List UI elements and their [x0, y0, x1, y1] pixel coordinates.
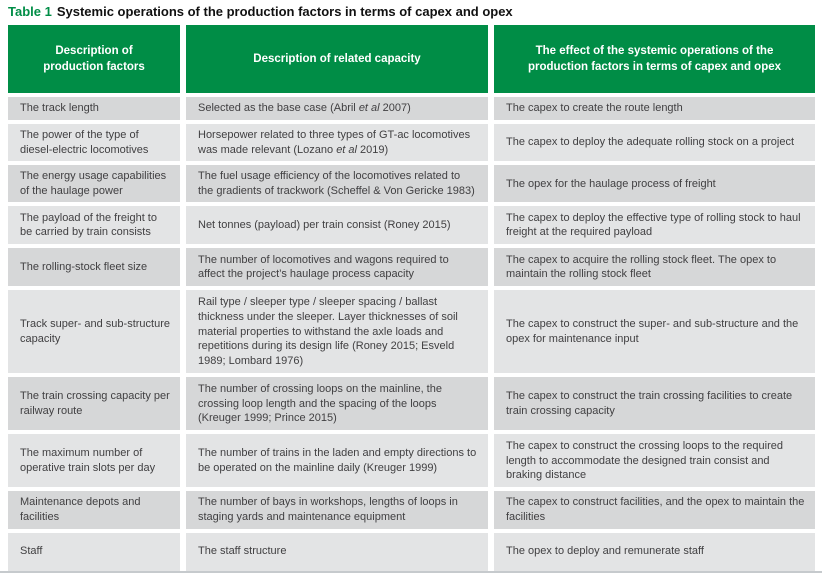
- cell-text: The capex to create the route length: [506, 102, 683, 115]
- cell-capacity-row-8: The number of trains in the laden and em…: [186, 434, 488, 488]
- cell-text: The capex to construct the train crossin…: [506, 390, 793, 417]
- cell-factor-row-4: The payload of the freight to be carried…: [8, 206, 180, 245]
- cell-text: Net tonnes (payload) per train consist (…: [198, 219, 451, 232]
- cell-effect-row-6: The capex to construct the super- and su…: [494, 290, 815, 374]
- cell-text: The number of crossing loops on the main…: [198, 383, 442, 425]
- cell-effect-row-3: The opex for the haulage process of frei…: [494, 165, 815, 203]
- cell-capacity-row-2: Horsepower related to three types of GT-…: [186, 123, 488, 162]
- cell-text: The number of trains in the laden and em…: [198, 447, 477, 474]
- cell-factor-row-10: Staff: [8, 532, 180, 571]
- table: Description of production factors Descri…: [8, 24, 815, 571]
- cell-text: The capex to construct the crossing loop…: [506, 440, 783, 482]
- cell-effect-row-5: The capex to acquire the rolling stock f…: [494, 248, 815, 287]
- cell-effect-row-7: The capex to construct the train crossin…: [494, 377, 815, 431]
- cell-factor-row-6: Track super- and sub-structure capacity: [8, 290, 180, 374]
- cell-factor-row-5: The rolling-stock fleet size: [8, 248, 180, 287]
- cell-text: Track super- and sub-structure capacity: [20, 318, 170, 345]
- cell-text: The opex to deploy and remunerate staff: [506, 545, 704, 558]
- table-figure: Table 1 Systemic operations of the produc…: [0, 4, 822, 574]
- table-caption-label: Table 1: [8, 4, 52, 19]
- cell-text: The rolling-stock fleet size: [20, 261, 148, 274]
- cell-text: The energy usage capabilities of the hau…: [20, 170, 167, 197]
- cell-effect-row-2: The capex to deploy the adequate rolling…: [494, 123, 815, 162]
- cell-text: The maximum number of operative train sl…: [20, 447, 156, 474]
- cell-text: The number of bays in workshops, lengths…: [198, 496, 458, 524]
- cell-text: The number of locomotives and wagons req…: [198, 253, 449, 281]
- cell-capacity-row-9: The number of bays in workshops, lengths…: [186, 491, 488, 529]
- cell-capacity-row-4: Net tonnes (payload) per train consist (…: [186, 206, 488, 245]
- cell-capacity-row-10: The staff structure: [186, 532, 488, 571]
- table-caption-text: Systemic operations of the production fa…: [56, 4, 513, 19]
- cell-text: Maintenance depots and facilities: [20, 496, 141, 524]
- cell-text: The track length: [20, 102, 99, 115]
- column-header-capex-opex-effect: The effect of the systemic operations of…: [494, 24, 815, 93]
- cell-text: Staff: [20, 545, 43, 558]
- cell-text: The capex to deploy the adequate rolling…: [506, 136, 795, 149]
- column-header-production-factors: Description of production factors: [8, 24, 180, 93]
- cell-text: The capex to construct facilities, and t…: [506, 496, 805, 524]
- cell-factor-row-7: The train crossing capacity per railway …: [8, 377, 180, 431]
- cell-factor-row-3: The energy usage capabilities of the hau…: [8, 165, 180, 203]
- cell-factor-row-1: The track length: [8, 96, 180, 120]
- cell-text: The capex to construct the super- and su…: [506, 318, 799, 345]
- bottom-rule: [0, 571, 822, 573]
- cell-text: The power of the type of diesel-electric…: [20, 128, 149, 156]
- cell-capacity-row-3: The fuel usage efficiency of the locomot…: [186, 165, 488, 203]
- cell-text: Selected as the base case (Abril et al 2…: [198, 102, 411, 115]
- cell-factor-row-2: The power of the type of diesel-electric…: [8, 123, 180, 162]
- cell-text: The capex to deploy the effective type o…: [506, 211, 801, 239]
- cell-capacity-row-1: Selected as the base case (Abril et al 2…: [186, 96, 488, 120]
- cell-effect-row-4: The capex to deploy the effective type o…: [494, 206, 815, 245]
- cell-effect-row-10: The opex to deploy and remunerate staff: [494, 532, 815, 571]
- cell-effect-row-1: The capex to create the route length: [494, 96, 815, 120]
- cell-capacity-row-6: Rail type / sleeper type / sleeper spaci…: [186, 290, 488, 374]
- column-header-related-capacity: Description of related capacity: [186, 24, 488, 93]
- cell-text: The train crossing capacity per railway …: [20, 390, 170, 417]
- cell-text: The payload of the freight to be carried…: [20, 211, 157, 239]
- cell-factor-row-8: The maximum number of operative train sl…: [8, 434, 180, 488]
- cell-effect-row-9: The capex to construct facilities, and t…: [494, 491, 815, 529]
- cell-factor-row-9: Maintenance depots and facilities: [8, 491, 180, 529]
- cell-text: The fuel usage efficiency of the locomot…: [198, 170, 475, 197]
- cell-text: The opex for the haulage process of frei…: [506, 177, 716, 190]
- cell-capacity-row-5: The number of locomotives and wagons req…: [186, 248, 488, 287]
- cell-effect-row-8: The capex to construct the crossing loop…: [494, 434, 815, 488]
- cell-text: Horsepower related to three types of GT-…: [198, 128, 471, 156]
- cell-text: Rail type / sleeper type / sleeper spaci…: [198, 296, 458, 367]
- table-caption: Table 1 Systemic operations of the produc…: [8, 4, 815, 20]
- cell-text: The capex to acquire the rolling stock f…: [506, 253, 777, 281]
- cell-text: The staff structure: [198, 545, 287, 558]
- cell-capacity-row-7: The number of crossing loops on the main…: [186, 377, 488, 431]
